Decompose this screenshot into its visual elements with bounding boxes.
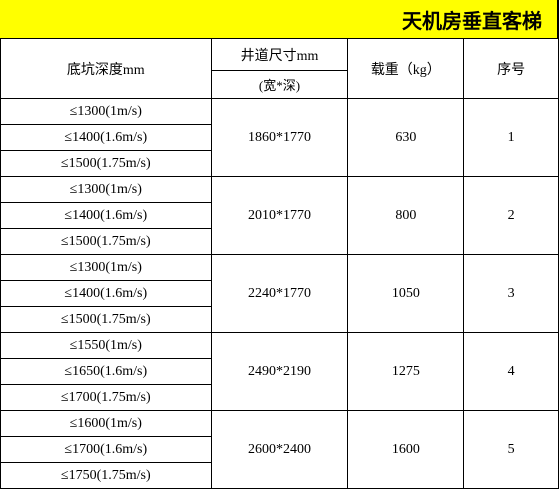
cell-seq: 3 — [464, 255, 559, 333]
header-shaft-sub: (宽*深) — [211, 71, 348, 99]
cell-seq: 4 — [464, 333, 559, 411]
cell-depth: ≤1400(1.6m/s) — [1, 203, 212, 229]
cell-seq: 1 — [464, 99, 559, 177]
table-row: ≤1300(1m/s) 1860*1770 630 1 — [1, 99, 559, 125]
cell-depth: ≤1600(1m/s) — [1, 411, 212, 437]
cell-depth: ≤1500(1.75m/s) — [1, 307, 212, 333]
cell-depth: ≤1300(1m/s) — [1, 177, 212, 203]
elevator-spec-table: 底坑深度mm 井道尺寸mm 载重（kg） 序号 (宽*深) ≤1300(1m/s… — [0, 38, 559, 489]
cell-depth: ≤1400(1.6m/s) — [1, 281, 212, 307]
cell-shaft: 2010*1770 — [211, 177, 348, 255]
cell-shaft: 2600*2400 — [211, 411, 348, 489]
cell-depth: ≤1550(1m/s) — [1, 333, 212, 359]
cell-load: 1050 — [348, 255, 464, 333]
cell-depth: ≤1700(1.75m/s) — [1, 385, 212, 411]
page-title: 天机房垂直客梯 — [0, 0, 559, 38]
cell-depth: ≤1400(1.6m/s) — [1, 125, 212, 151]
cell-depth: ≤1650(1.6m/s) — [1, 359, 212, 385]
cell-seq: 2 — [464, 177, 559, 255]
cell-load: 1275 — [348, 333, 464, 411]
table-row: ≤1300(1m/s) 2010*1770 800 2 — [1, 177, 559, 203]
cell-depth: ≤1700(1.6m/s) — [1, 437, 212, 463]
cell-depth: ≤1500(1.75m/s) — [1, 151, 212, 177]
header-seq: 序号 — [464, 39, 559, 99]
cell-shaft: 2490*2190 — [211, 333, 348, 411]
cell-load: 1600 — [348, 411, 464, 489]
header-shaft-top: 井道尺寸mm — [211, 39, 348, 71]
cell-load: 800 — [348, 177, 464, 255]
cell-shaft: 1860*1770 — [211, 99, 348, 177]
cell-depth: ≤1750(1.75m/s) — [1, 463, 212, 489]
header-load: 载重（kg） — [348, 39, 464, 99]
cell-load: 630 — [348, 99, 464, 177]
table-header-row: 底坑深度mm 井道尺寸mm 载重（kg） 序号 — [1, 39, 559, 71]
table-row: ≤1300(1m/s) 2240*1770 1050 3 — [1, 255, 559, 281]
table-row: ≤1550(1m/s) 2490*2190 1275 4 — [1, 333, 559, 359]
cell-shaft: 2240*1770 — [211, 255, 348, 333]
cell-depth: ≤1300(1m/s) — [1, 255, 212, 281]
cell-depth: ≤1300(1m/s) — [1, 99, 212, 125]
cell-depth: ≤1500(1.75m/s) — [1, 229, 212, 255]
cell-seq: 5 — [464, 411, 559, 489]
header-depth: 底坑深度mm — [1, 39, 212, 99]
table-row: ≤1600(1m/s) 2600*2400 1600 5 — [1, 411, 559, 437]
